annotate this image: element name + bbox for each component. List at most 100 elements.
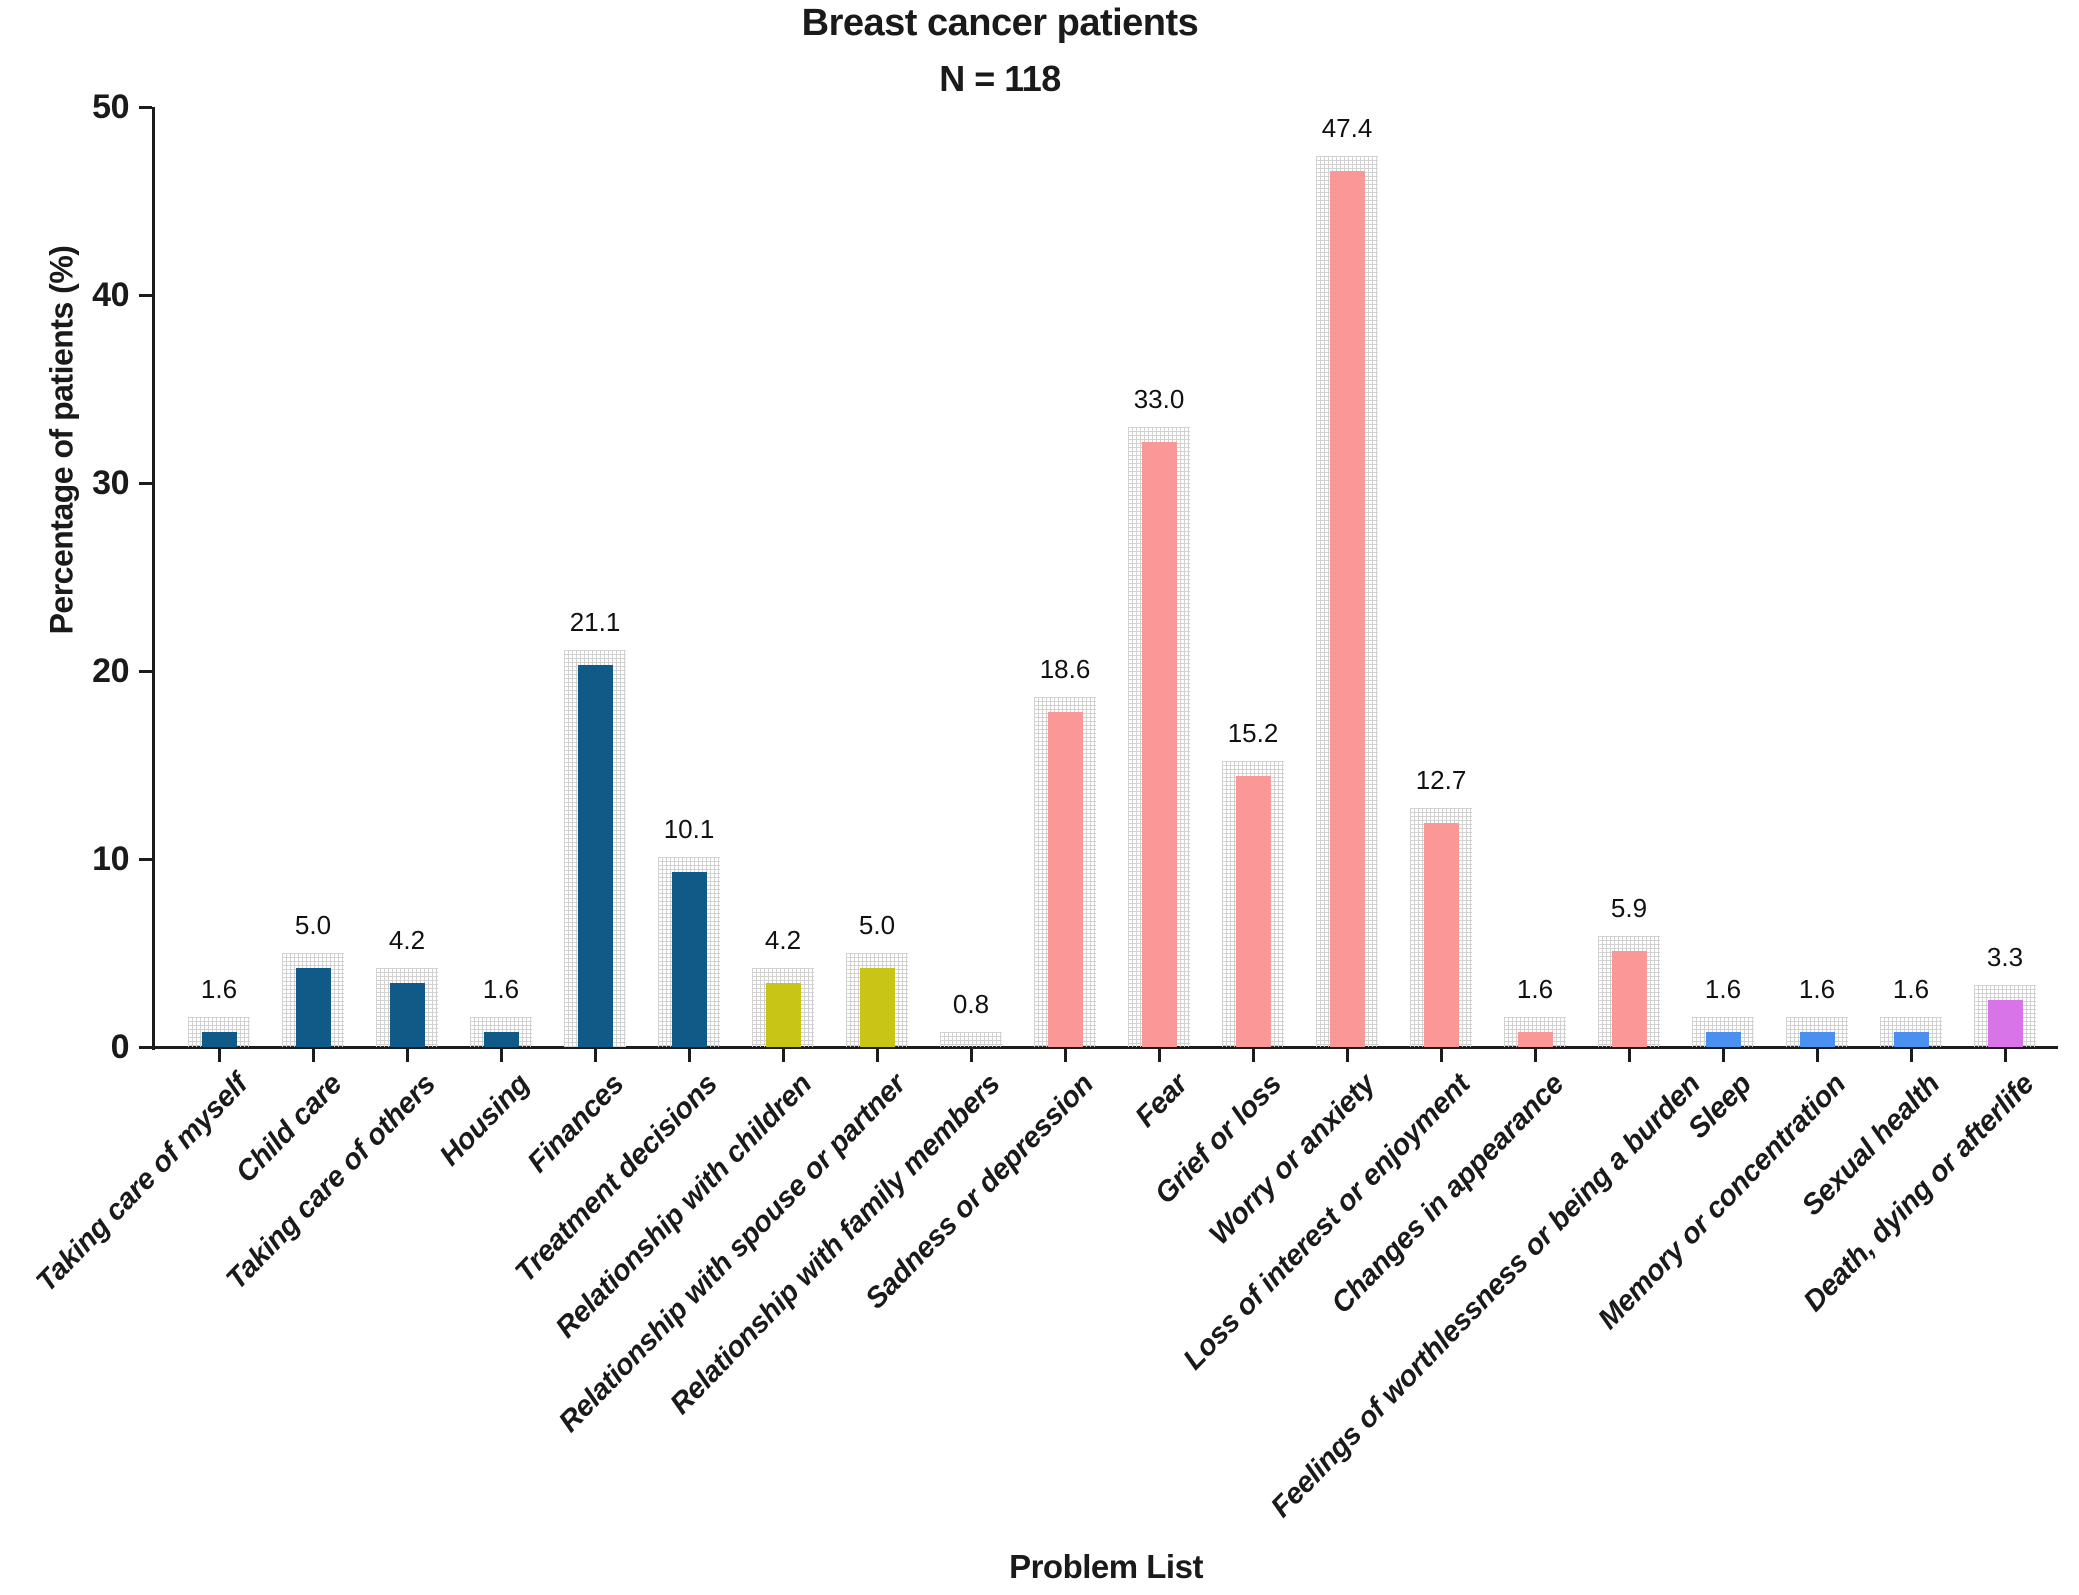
- x-category-label: Sexual health: [1795, 1068, 1947, 1222]
- bar-value-label: 5.0: [294, 910, 332, 940]
- x-category-label-wrap: Sexual health: [1363, 1068, 1946, 1222]
- x-tick-mark: [1722, 1049, 1725, 1062]
- bar-14: [1423, 823, 1459, 1047]
- bar-value-label: 1.6: [482, 974, 520, 1004]
- x-tick-mark: [1252, 1049, 1255, 1062]
- bar-value-label: 47.4: [1321, 113, 1373, 143]
- x-category-label: Changes in appearance: [1325, 1068, 1571, 1320]
- bar-value-label: 1.6: [1704, 974, 1742, 1004]
- bar-7: [765, 983, 801, 1047]
- x-tick-mark: [1346, 1049, 1349, 1062]
- bar-value-label: 5.0: [858, 910, 896, 940]
- x-category-label-wrap: Housing: [0, 1068, 536, 1172]
- bar-12: [1235, 776, 1271, 1047]
- bar-2: [295, 968, 331, 1047]
- x-tick-mark: [1816, 1049, 1819, 1062]
- x-category-label-wrap: Changes in appearance: [987, 1068, 1570, 1320]
- bar-value-label: 1.6: [1516, 974, 1554, 1004]
- x-category-label-wrap: Grief or loss: [705, 1068, 1288, 1210]
- x-tick-mark: [970, 1049, 973, 1062]
- bar-3: [389, 983, 425, 1047]
- x-category-label-wrap: Treatment decisions: [141, 1068, 724, 1289]
- bar-1: [201, 1032, 237, 1047]
- x-category-label-wrap: Loss of interest or enjoyment: [893, 1068, 1476, 1376]
- bar-value-label: 1.6: [200, 974, 238, 1004]
- y-tick-label: 0: [110, 1028, 130, 1066]
- y-tick-mark: [139, 858, 152, 861]
- x-tick-mark: [218, 1049, 221, 1062]
- bar-pattern-9: [940, 1032, 1002, 1047]
- x-category-label: Relationship with family members: [663, 1068, 1007, 1421]
- x-category-label-wrap: Sadness or depression: [517, 1068, 1100, 1315]
- x-category-label: Sadness or depression: [859, 1068, 1101, 1316]
- bar-value-label: 5.9: [1610, 893, 1648, 923]
- bar-8: [859, 968, 895, 1047]
- bar-6: [671, 872, 707, 1047]
- bar-17: [1705, 1032, 1741, 1047]
- x-category-label-wrap: Relationship with spouse or partner: [329, 1068, 912, 1439]
- chart-subtitle: N = 118: [939, 58, 1061, 99]
- y-tick-label: 50: [92, 88, 129, 126]
- x-tick-mark: [2004, 1049, 2007, 1062]
- x-tick-mark: [1628, 1049, 1631, 1062]
- y-tick-label: 20: [92, 652, 129, 690]
- x-category-label: Worry or anxiety: [1203, 1068, 1383, 1252]
- x-category-label: Relationship with spouse or partner: [552, 1068, 913, 1439]
- bar-value-label: 15.2: [1227, 718, 1279, 748]
- bar-10: [1047, 712, 1083, 1047]
- y-tick-mark: [139, 670, 152, 673]
- x-axis-title: Problem List: [1009, 1548, 1203, 1585]
- bar-4: [483, 1032, 519, 1047]
- x-axis-line: [152, 1046, 2058, 1049]
- x-category-label-wrap: Relationship with family members: [423, 1068, 1006, 1421]
- x-tick-mark: [500, 1049, 503, 1062]
- x-category-label: Sleep: [1682, 1068, 1759, 1145]
- x-category-label-wrap: Taking care of others: [0, 1068, 442, 1296]
- x-category-label: Child care: [229, 1068, 349, 1189]
- y-tick-mark: [139, 294, 152, 297]
- x-category-label: Death, dying or afterlife: [1797, 1068, 2041, 1318]
- x-category-label: Memory or concentration: [1592, 1068, 1853, 1336]
- bar-16: [1611, 951, 1647, 1047]
- x-category-label: Treatment decisions: [509, 1068, 725, 1289]
- x-tick-mark: [876, 1049, 879, 1062]
- x-tick-mark: [782, 1049, 785, 1062]
- x-category-label: Grief or loss: [1149, 1068, 1289, 1211]
- chart-title: Breast cancer patients: [801, 2, 1199, 44]
- bar-value-label: 1.6: [1892, 974, 1930, 1004]
- bar-value-label: 10.1: [663, 814, 715, 844]
- y-tick-mark: [139, 1046, 152, 1049]
- x-category-label: Fear: [1129, 1068, 1195, 1134]
- x-category-label-wrap: Feelings of worthlessness or being a bur…: [1081, 1068, 1707, 1524]
- x-tick-mark: [1158, 1049, 1161, 1062]
- x-category-label-wrap: Death, dying or afterlife: [1457, 1068, 2040, 1318]
- bar-value-label: 4.2: [764, 925, 802, 955]
- x-category-label: Taking care of myself: [30, 1068, 255, 1299]
- x-category-label: Housing: [433, 1068, 537, 1173]
- x-category-label-wrap: Child care: [0, 1068, 348, 1189]
- bar-20: [1987, 1000, 2023, 1047]
- bar-value-label: 33.0: [1133, 384, 1185, 414]
- bar-19: [1893, 1032, 1929, 1047]
- x-category-label-wrap: Memory or concentration: [1269, 1068, 1852, 1336]
- x-tick-mark: [1064, 1049, 1067, 1062]
- x-category-label: Relationship with children: [549, 1068, 819, 1345]
- bar-15: [1517, 1032, 1553, 1047]
- x-tick-mark: [1910, 1049, 1913, 1062]
- x-category-label-wrap: Worry or anxiety: [799, 1068, 1382, 1251]
- bar-value-label: 4.2: [388, 925, 426, 955]
- bar-13: [1329, 171, 1365, 1047]
- x-category-label-wrap: Finances: [47, 1068, 630, 1179]
- x-tick-mark: [688, 1049, 691, 1062]
- x-category-label: Finances: [521, 1068, 631, 1179]
- x-category-label-wrap: Sleep: [1175, 1068, 1758, 1145]
- x-tick-mark: [406, 1049, 409, 1062]
- y-tick-label: 40: [92, 276, 129, 314]
- bar-value-label: 0.8: [952, 989, 990, 1019]
- x-tick-mark: [594, 1049, 597, 1062]
- x-tick-mark: [1440, 1049, 1443, 1062]
- bar-11: [1141, 442, 1177, 1047]
- x-category-label-wrap: Taking care of myself: [0, 1068, 254, 1298]
- y-tick-mark: [139, 482, 152, 485]
